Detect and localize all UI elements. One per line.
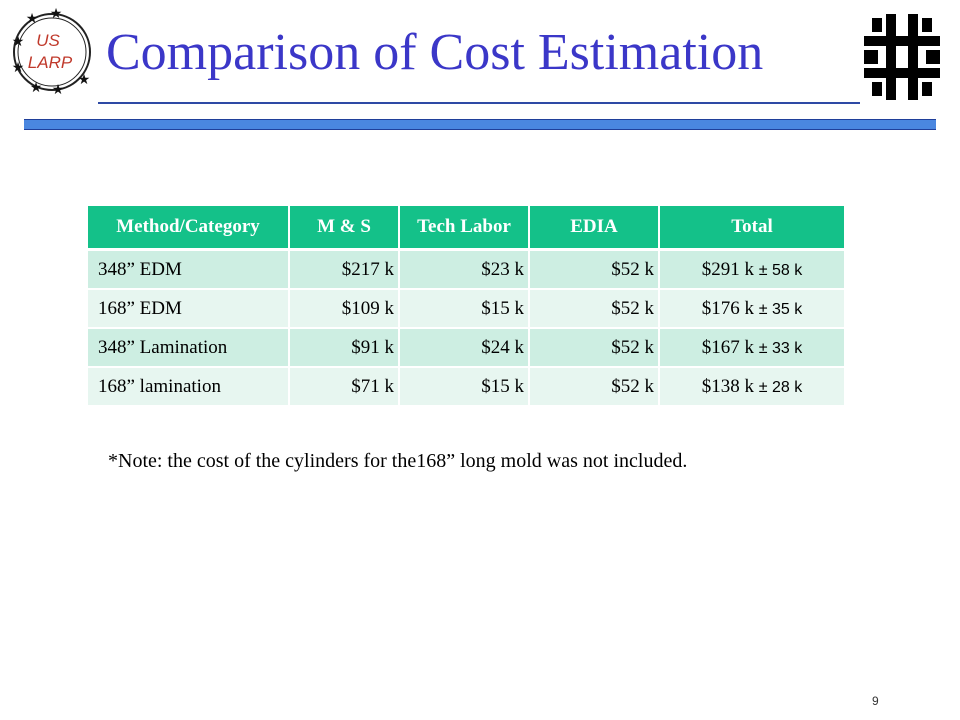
cell-method: 348” Lamination bbox=[88, 329, 290, 368]
cell-edia: $52 k bbox=[530, 329, 660, 368]
title-underline bbox=[98, 102, 860, 104]
cost-table: Method/Category M & S Tech Labor EDIA To… bbox=[88, 206, 844, 407]
cell-method: 168” lamination bbox=[88, 368, 290, 407]
total-uncertainty: ± 35 k bbox=[758, 300, 803, 318]
page-title: Comparison of Cost Estimation bbox=[106, 24, 764, 81]
cell-tech: $23 k bbox=[400, 251, 530, 290]
header-rule-bar bbox=[24, 119, 936, 130]
cell-tech: $15 k bbox=[400, 368, 530, 407]
page-number: 9 bbox=[872, 694, 879, 708]
col-header-total: Total bbox=[660, 206, 844, 251]
total-value: $176 k bbox=[701, 297, 755, 319]
cell-tech: $24 k bbox=[400, 329, 530, 368]
footnote: *Note: the cost of the cylinders for the… bbox=[108, 450, 688, 472]
logo-left-line2: LARP bbox=[28, 53, 73, 72]
cell-edia: $52 k bbox=[530, 368, 660, 407]
cell-total: $291 k ± 58 k bbox=[660, 251, 844, 290]
col-header-tech: Tech Labor bbox=[400, 206, 530, 251]
col-header-ms: M & S bbox=[290, 206, 400, 251]
cell-method: 348” EDM bbox=[88, 251, 290, 290]
total-uncertainty: ± 33 k bbox=[758, 339, 803, 357]
col-header-method: Method/Category bbox=[88, 206, 290, 251]
table-row: 168” lamination $71 k $15 k $52 k $138 k… bbox=[88, 368, 844, 407]
total-value: $167 k bbox=[701, 336, 755, 358]
total-uncertainty: ± 58 k bbox=[758, 261, 803, 279]
svg-text:★: ★ bbox=[26, 11, 39, 27]
total-value: $138 k bbox=[701, 375, 755, 397]
table-row: 348” Lamination $91 k $24 k $52 k $167 k… bbox=[88, 329, 844, 368]
cell-total: $138 k ± 28 k bbox=[660, 368, 844, 407]
cell-method: 168” EDM bbox=[88, 290, 290, 329]
svg-text:★: ★ bbox=[78, 72, 91, 88]
table-row: 168” EDM $109 k $15 k $52 k $176 k ± 35 … bbox=[88, 290, 844, 329]
cell-ms: $217 k bbox=[290, 251, 400, 290]
svg-text:★: ★ bbox=[30, 80, 43, 96]
us-larp-logo: ★ ★ ★ ★ ★ ★ ★ US LARP bbox=[12, 6, 91, 98]
cell-total: $167 k ± 33 k bbox=[660, 329, 844, 368]
svg-text:★: ★ bbox=[52, 82, 65, 98]
svg-text:★: ★ bbox=[50, 6, 63, 22]
cell-edia: $52 k bbox=[530, 290, 660, 329]
total-uncertainty: ± 28 k bbox=[758, 378, 803, 396]
table-header-row: Method/Category M & S Tech Labor EDIA To… bbox=[88, 206, 844, 251]
cell-tech: $15 k bbox=[400, 290, 530, 329]
svg-text:★: ★ bbox=[12, 60, 25, 76]
cell-total: $176 k ± 35 k bbox=[660, 290, 844, 329]
total-value: $291 k bbox=[701, 258, 755, 280]
fermilab-logo bbox=[864, 14, 940, 100]
cell-ms: $109 k bbox=[290, 290, 400, 329]
logo-left-line1: US bbox=[36, 31, 60, 50]
svg-text:★: ★ bbox=[12, 34, 25, 50]
col-header-edia: EDIA bbox=[530, 206, 660, 251]
cell-edia: $52 k bbox=[530, 251, 660, 290]
cell-ms: $71 k bbox=[290, 368, 400, 407]
table-row: 348” EDM $217 k $23 k $52 k $291 k ± 58 … bbox=[88, 251, 844, 290]
cell-ms: $91 k bbox=[290, 329, 400, 368]
